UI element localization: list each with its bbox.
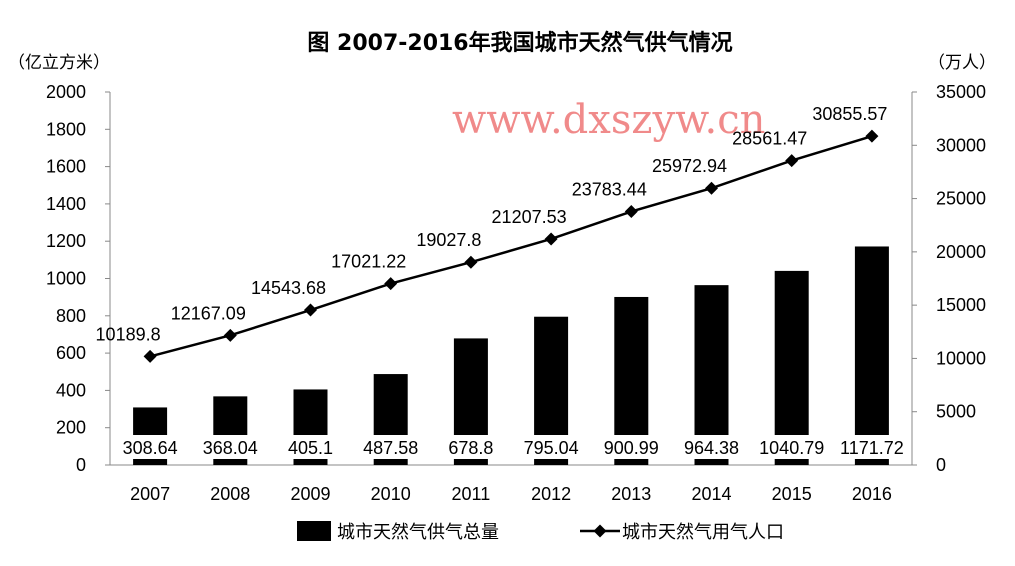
line-marker	[544, 232, 558, 246]
left-tick-label: 2000	[46, 82, 86, 102]
bar-label-bg	[356, 435, 425, 459]
line-marker	[223, 328, 237, 342]
bar-data-label: 308.64	[123, 438, 178, 458]
right-tick-label: 25000	[936, 189, 986, 209]
bar	[774, 270, 809, 465]
line-marker	[785, 154, 799, 168]
right-tick-label: 20000	[936, 242, 986, 262]
line-marker	[705, 181, 718, 195]
axes: 0200400600800100012001400160018002000050…	[46, 82, 986, 504]
line-data-label: 25972.94	[652, 156, 727, 176]
left-axis-unit: （亿立方米）	[8, 53, 110, 73]
x-tick-label: 2008	[210, 484, 250, 504]
left-tick-label: 800	[56, 306, 86, 326]
left-tick-label: 600	[56, 343, 86, 363]
line-series	[143, 129, 879, 363]
bar-data-label: 405.1	[288, 438, 333, 458]
data-labels: 308.64 368.04 405.1 487.58 678.8 795.04 900.99…	[96, 104, 911, 459]
left-tick-label: 1400	[46, 194, 86, 214]
right-axis-unit: （万人）	[928, 53, 996, 73]
bar-data-label: 678.8	[448, 438, 493, 458]
bar-label-bg	[597, 435, 666, 459]
bar-label-bg	[116, 435, 185, 459]
chart-title: 图 2007-2016年我国城市天然气供气情况	[307, 30, 732, 56]
line-data-label: 19027.8	[416, 230, 481, 250]
right-tick-label: 0	[936, 455, 946, 475]
x-tick-label: 2012	[531, 484, 571, 504]
bar	[854, 246, 889, 465]
line-marker	[464, 255, 478, 269]
right-tick-label: 35000	[936, 82, 986, 102]
left-tick-label: 0	[76, 455, 86, 475]
right-tick-label: 10000	[936, 348, 986, 368]
watermark: www.dxszyw.cn	[452, 97, 765, 143]
bar-data-label: 964.38	[684, 438, 739, 458]
bar-label-bg	[832, 435, 911, 459]
x-tick-label: 2013	[611, 484, 651, 504]
legend-line-marker	[593, 524, 607, 538]
bar-label-bg	[517, 435, 586, 459]
x-tick-label: 2015	[772, 484, 812, 504]
line-data-label: 21207.53	[492, 207, 567, 227]
line-data-label: 28561.47	[732, 129, 807, 149]
x-tick-label: 2007	[130, 484, 170, 504]
bar-label-bg	[441, 435, 500, 459]
bar-data-label: 1040.79	[759, 438, 824, 458]
bars-series	[133, 246, 889, 465]
bar-data-label: 900.99	[604, 438, 659, 458]
x-tick-label: 2009	[290, 484, 330, 504]
line-data-label: 14543.68	[251, 278, 326, 298]
x-tick-label: 2014	[691, 484, 731, 504]
bar-data-label: 368.04	[203, 438, 258, 458]
bar-data-label: 1171.72	[840, 438, 904, 458]
left-tick-label: 1600	[46, 157, 86, 177]
legend-bar-swatch	[297, 521, 331, 541]
x-tick-label: 2010	[371, 484, 411, 504]
left-tick-label: 1000	[46, 269, 86, 289]
bar-label-bg	[281, 435, 340, 459]
left-tick-label: 400	[56, 380, 86, 400]
line-data-label: 23783.44	[572, 180, 647, 200]
line-data-label: 17021.22	[331, 252, 406, 272]
left-tick-label: 200	[56, 418, 86, 438]
bar-data-label: 487.58	[363, 438, 418, 458]
bar-data-label: 795.04	[524, 438, 579, 458]
right-tick-label: 5000	[936, 402, 976, 422]
left-tick-label: 1800	[46, 119, 86, 139]
line-marker	[143, 349, 157, 363]
line-data-label: 12167.09	[171, 303, 246, 323]
bar-label-bg	[196, 435, 265, 459]
line-marker	[865, 129, 879, 143]
legend-bar-label: 城市天然气供气总量	[337, 522, 499, 543]
right-tick-label: 15000	[936, 295, 986, 315]
x-tick-label: 2016	[852, 484, 892, 504]
line-marker	[384, 277, 398, 291]
left-tick-label: 1200	[46, 231, 86, 251]
right-tick-label: 30000	[936, 135, 986, 155]
bar-label-bg	[677, 435, 746, 459]
line-marker	[624, 205, 638, 219]
legend-line-label: 城市天然气用气人口	[622, 522, 784, 543]
line-marker	[304, 303, 317, 317]
bar-label-bg	[752, 435, 831, 459]
line-data-label: 10189.8	[96, 324, 161, 344]
population-line	[149, 134, 873, 358]
legend: 城市天然气供气总量 城市天然气用气人口	[297, 521, 784, 543]
x-tick-label: 2011	[452, 484, 491, 504]
line-data-label: 30855.57	[812, 104, 887, 124]
